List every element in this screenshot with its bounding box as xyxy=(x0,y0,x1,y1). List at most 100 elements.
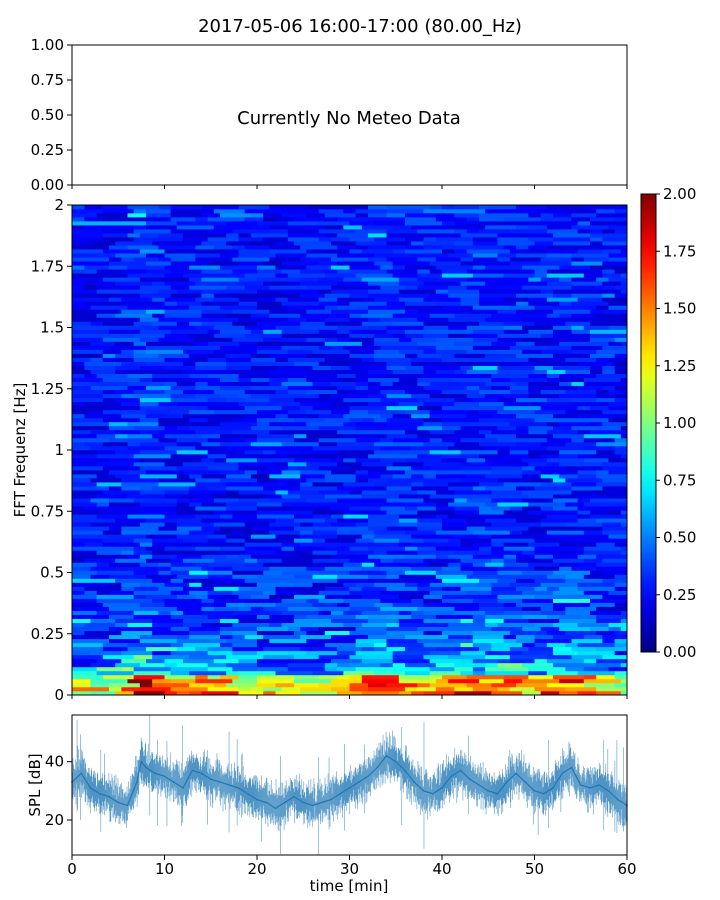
spectrogram-cell xyxy=(115,369,147,374)
spectrogram-cell xyxy=(331,369,369,374)
spectrogram-cell xyxy=(349,249,363,254)
spectrogram-cell xyxy=(257,221,289,226)
spectrogram-cell xyxy=(571,482,597,487)
spectrogram-cell xyxy=(281,494,301,499)
spectrogram-cell xyxy=(250,586,276,591)
spl-point xyxy=(552,787,554,789)
spectrogram-cell xyxy=(269,377,289,383)
spectrogram-cell xyxy=(102,417,141,423)
spectrogram-cell xyxy=(608,666,628,672)
spectrogram-cell xyxy=(386,269,418,274)
spectrogram-cell xyxy=(257,682,276,688)
spectrogram-cell xyxy=(337,385,357,391)
spectrogram-cell xyxy=(72,429,91,435)
spectrogram-cell xyxy=(596,313,628,318)
spectrogram-cell xyxy=(553,674,585,680)
spectrogram-cell xyxy=(275,690,301,696)
spectrogram-cell xyxy=(115,389,135,395)
spectrogram-cell xyxy=(540,405,579,411)
spectrogram-cell xyxy=(201,598,215,603)
colorbar-tick-label: 1.00 xyxy=(663,414,696,432)
spectrogram-cell xyxy=(269,566,289,571)
spectrogram-cell xyxy=(516,638,535,644)
spectrogram-cell xyxy=(312,562,344,567)
spectrogram-cell xyxy=(152,241,184,246)
spectrogram-cell xyxy=(577,269,603,274)
spectrogram-cell xyxy=(559,614,597,619)
spl-point xyxy=(348,787,351,789)
spectrogram-cell xyxy=(300,646,338,652)
spectrogram-cell xyxy=(516,293,554,298)
spectrogram-cell xyxy=(491,626,523,632)
spectrogram-cell xyxy=(509,646,529,652)
spectrogram-cell xyxy=(392,273,418,278)
spectrogram-cell xyxy=(232,646,264,652)
spectrogram-cell xyxy=(546,630,566,636)
spectrogram-cell xyxy=(96,269,122,274)
spectrogram-cell xyxy=(577,510,591,515)
spl-x-axis: 0 10 20 30 40 50 60 xyxy=(67,855,637,878)
spectrogram-cell xyxy=(72,470,110,475)
spectrogram-cell xyxy=(263,337,283,342)
spectrogram-cell xyxy=(324,313,350,318)
spectrogram-cell xyxy=(435,329,474,334)
spectrogram-cell xyxy=(139,638,178,644)
spectrogram-cell xyxy=(207,638,227,644)
spectrogram-cell xyxy=(201,690,239,696)
spectrogram-cell xyxy=(195,365,227,370)
spectrogram-cell xyxy=(139,441,178,447)
spectrogram-cell xyxy=(460,538,492,543)
spectrogram-cell xyxy=(72,401,85,407)
spectrogram-cell xyxy=(448,289,480,294)
spectrogram-cell xyxy=(189,333,215,338)
spectrogram-cell xyxy=(207,650,233,656)
spectrogram-cell xyxy=(590,289,622,294)
spectrogram-cell xyxy=(528,237,554,242)
spectrogram-cell xyxy=(300,686,332,692)
spectrogram-cell xyxy=(324,474,357,479)
spectrogram-cell xyxy=(232,309,270,314)
spectrogram-cell xyxy=(608,458,628,463)
spectrogram-cell xyxy=(448,562,461,567)
spectrogram-cell xyxy=(516,341,535,346)
spectrogram-cell xyxy=(590,333,628,338)
spectrogram-cell xyxy=(312,514,332,519)
spectrogram-cell xyxy=(614,642,628,648)
spectrogram-cell xyxy=(503,297,529,302)
spectrogram-cell xyxy=(170,590,190,595)
spectrogram-cell xyxy=(516,381,529,387)
spectrogram-cell xyxy=(491,538,517,543)
spectrogram-cell xyxy=(90,429,116,435)
spectrogram-cell xyxy=(263,570,283,575)
spectrogram-cell xyxy=(324,586,350,591)
spectrogram-cell xyxy=(466,458,486,463)
spectrogram-cell xyxy=(442,598,455,603)
spectrogram-cell xyxy=(226,397,246,403)
spectrogram-cell xyxy=(300,313,326,318)
spectrogram-cell xyxy=(220,265,258,270)
spectrogram-cell xyxy=(213,494,233,499)
spectrogram-cell xyxy=(454,249,468,254)
spectrogram-cell xyxy=(226,662,258,668)
spectrogram-cell xyxy=(590,454,622,459)
spectrogram-cell xyxy=(571,638,603,644)
spectrogram-cell xyxy=(435,301,461,306)
spectrogram-cell xyxy=(374,646,387,652)
spectrogram-cell xyxy=(429,582,455,587)
spectrogram-cell xyxy=(238,670,276,676)
spectrogram-cell xyxy=(176,554,202,559)
spectrogram-cell xyxy=(244,542,283,547)
spectrogram-cell xyxy=(380,662,394,668)
spectrogram-cell xyxy=(540,361,579,366)
spectrogram-cell xyxy=(337,498,363,503)
spectrogram-cell xyxy=(448,253,474,258)
spectrogram-cell xyxy=(72,409,91,415)
spectrogram-cell xyxy=(565,209,597,214)
spectrogram-cell xyxy=(90,566,116,571)
spectrogram-cell xyxy=(102,349,122,354)
spectrogram-cell xyxy=(614,602,628,607)
spectrogram-cell xyxy=(528,357,548,362)
spectrogram-cell xyxy=(146,369,184,374)
spectrogram-cell xyxy=(380,437,394,443)
spectrogram-cell xyxy=(170,578,184,583)
